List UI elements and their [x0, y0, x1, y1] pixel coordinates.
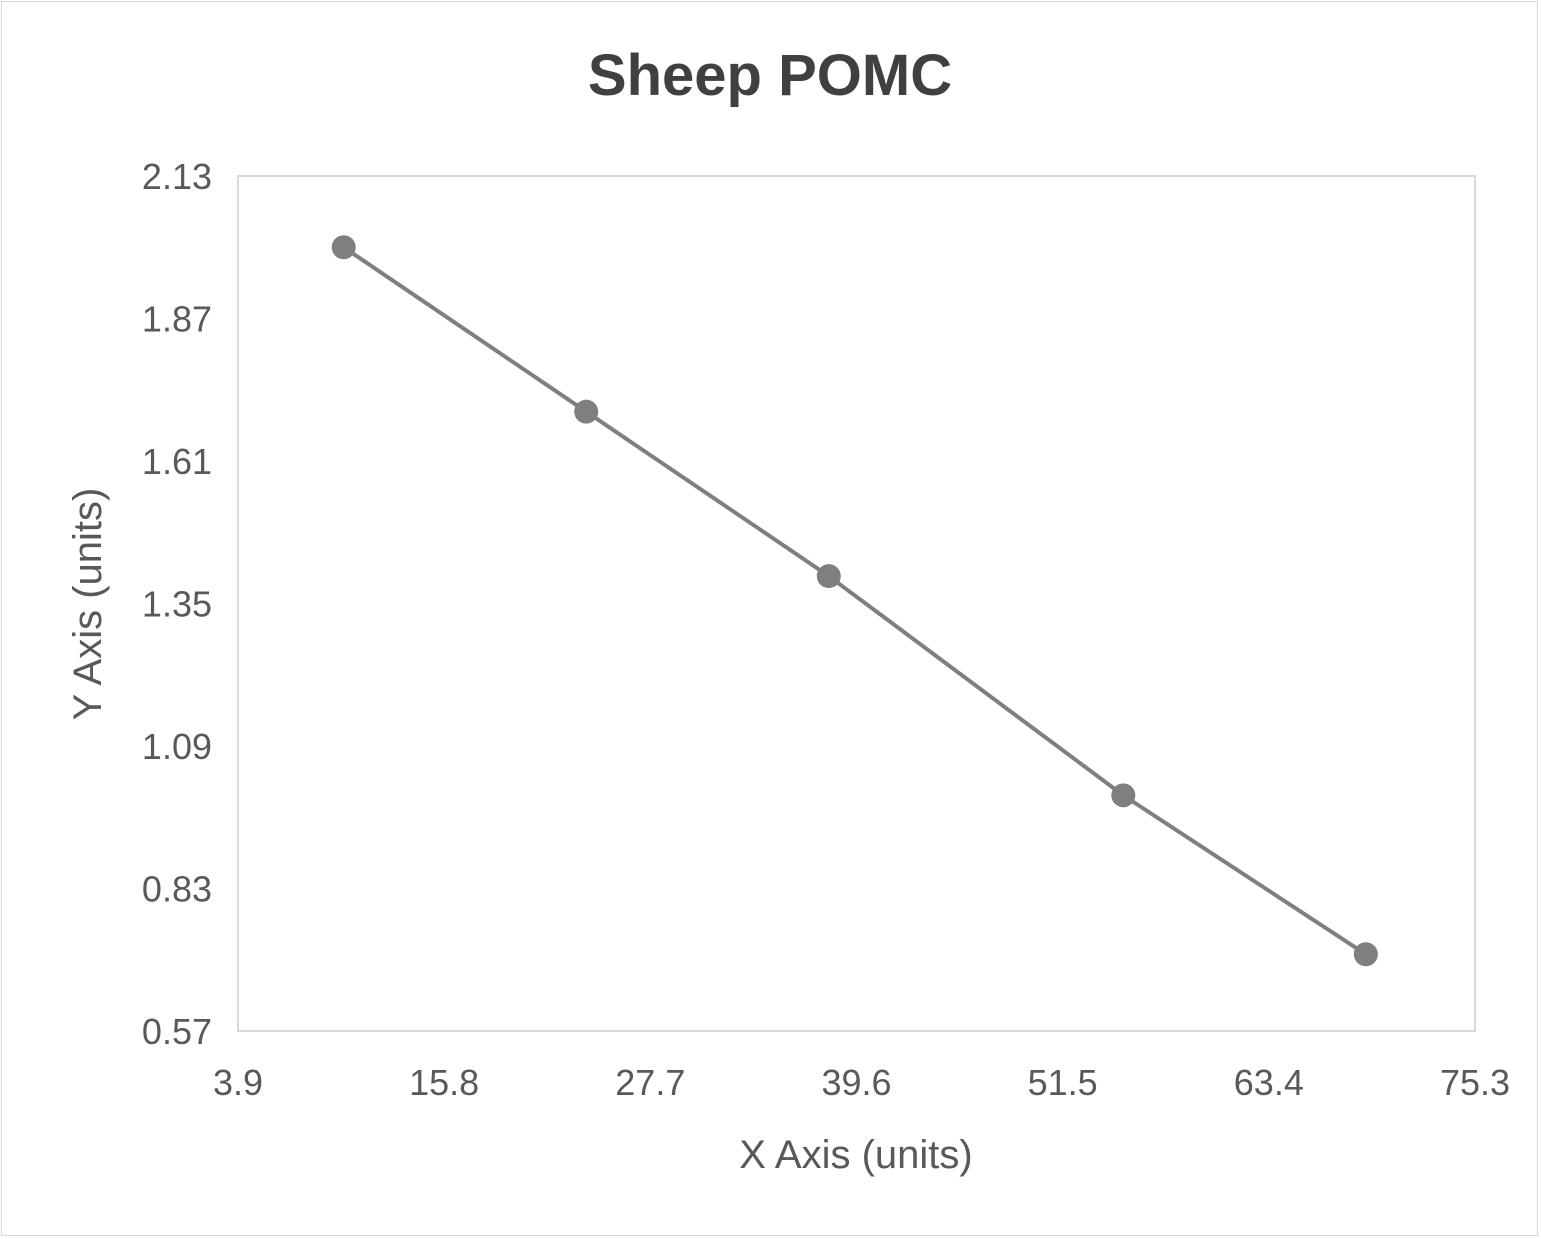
x-tick-label: 15.8 — [409, 1062, 479, 1103]
data-point — [331, 235, 356, 260]
y-tick-label: 0.83 — [142, 869, 212, 910]
y-tick-label: 2.13 — [142, 156, 212, 197]
y-tick-label: 1.35 — [142, 584, 212, 625]
data-point — [1353, 942, 1378, 967]
data-point — [1111, 783, 1136, 808]
x-tick-label: 63.4 — [1234, 1062, 1304, 1103]
series-line — [342, 245, 1367, 956]
x-tick-label: 3.9 — [213, 1062, 263, 1103]
x-tick-label: 27.7 — [615, 1062, 685, 1103]
x-tick-label: 51.5 — [1028, 1062, 1098, 1103]
y-axis-label: Y Axis (units) — [66, 488, 110, 721]
x-axis-label: X Axis (units) — [739, 1133, 972, 1177]
data-point — [574, 399, 599, 424]
plot-area — [237, 175, 1476, 1032]
chart-title: Sheep POMC — [588, 43, 952, 108]
y-tick-label: 1.61 — [142, 441, 212, 482]
x-tick-label: 39.6 — [821, 1062, 891, 1103]
x-tick-label: 75.3 — [1440, 1062, 1510, 1103]
data-point — [816, 564, 841, 589]
y-tick-label: 1.87 — [142, 299, 212, 340]
y-tick-label: 0.57 — [142, 1011, 212, 1052]
y-tick-label: 1.09 — [142, 726, 212, 767]
